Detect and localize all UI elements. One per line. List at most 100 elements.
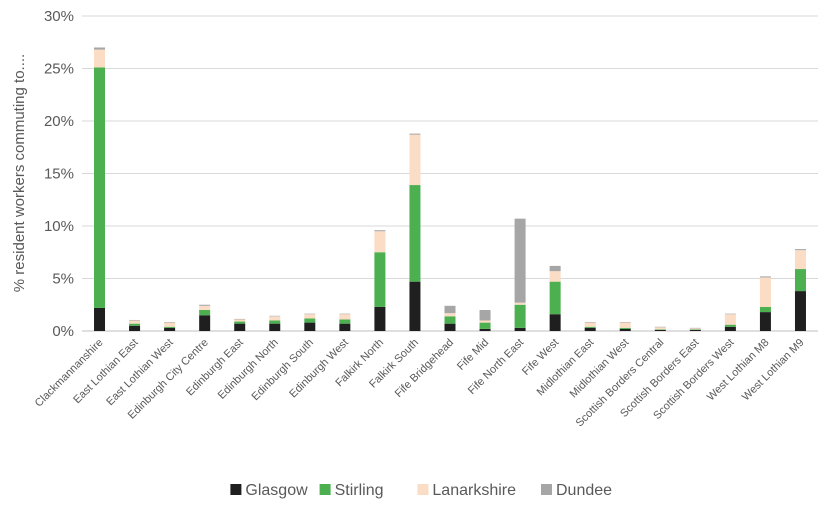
bar-segment-dundee [724, 313, 736, 315]
bar-segment-stirling [199, 310, 211, 316]
bar-segment-stirling [304, 318, 316, 323]
bar-segment-dundee [129, 319, 141, 321]
bar-segment-lanarkshire [654, 327, 666, 330]
bar-segment-dundee [234, 318, 246, 320]
x-category-label: East Lothian West [104, 337, 175, 408]
bar-segment-lanarkshire [689, 328, 701, 330]
bar-segment-lanarkshire [724, 314, 736, 325]
bar-segment-dundee [269, 315, 281, 317]
bar-segment-glasgow [304, 322, 316, 331]
legend-swatch [230, 484, 242, 495]
bar-segment-glasgow [619, 328, 631, 331]
bar-segment-dundee [549, 265, 561, 272]
bar-segment-glasgow [479, 328, 491, 331]
bar-segment-stirling [129, 323, 141, 326]
y-tick-label: 25% [44, 61, 74, 78]
bar-segment-stirling [689, 329, 701, 330]
bar-segment-stirling [584, 326, 596, 328]
gridlines [82, 15, 818, 332]
bar-segment-stirling [514, 304, 526, 328]
bar-segment-glasgow [794, 291, 806, 331]
bar-segment-lanarkshire [549, 271, 561, 282]
y-tick-label: 5% [52, 271, 74, 288]
bar-segment-lanarkshire [129, 320, 141, 324]
bar-segment-dundee [444, 305, 456, 314]
x-category-label: West Lothian M9 [740, 337, 807, 404]
bar-segment-glasgow [339, 323, 351, 331]
bars [94, 47, 806, 331]
bar-segment-dundee [409, 133, 421, 135]
y-tick-label: 15% [44, 166, 74, 183]
bar-segment-lanarkshire [199, 305, 211, 310]
x-category-label: West Lothian M8 [705, 337, 772, 404]
y-axis-ticks: 0% 5% 10% 15% 20% 25% 30% [44, 8, 74, 340]
bar-segment-glasgow [164, 327, 176, 331]
bar-segment-dundee [619, 322, 631, 323]
bar-segment-lanarkshire [374, 231, 386, 253]
bar-segment-lanarkshire [444, 313, 456, 317]
bar-segment-lanarkshire [794, 250, 806, 270]
y-tick-label: 0% [52, 323, 74, 340]
bar-segment-glasgow [444, 323, 456, 331]
bar-segment-glasgow [199, 315, 211, 331]
bar-segment-lanarkshire [409, 134, 421, 186]
bar-segment-lanarkshire [94, 49, 106, 68]
bar-segment-dundee [164, 322, 176, 323]
bar-segment-stirling [724, 324, 736, 327]
bar-segment-stirling [269, 320, 281, 324]
bar-segment-dundee [514, 218, 526, 303]
legend-label: Lanarkshire [432, 482, 516, 499]
bar-segment-dundee [759, 276, 771, 278]
bar-segment-glasgow [584, 327, 596, 331]
bar-segment-dundee [374, 230, 386, 232]
x-category-label: Edinburgh South [249, 337, 315, 403]
x-category-label: Edinburgh North [216, 337, 281, 402]
bar-segment-glasgow [514, 327, 526, 331]
bar-segment-stirling [339, 319, 351, 324]
bar-segment-dundee [479, 310, 491, 321]
bar-segment-glasgow [374, 306, 386, 331]
bar-segment-dundee [339, 313, 351, 315]
bar-segment-glasgow [129, 325, 141, 331]
legend-swatch [319, 484, 331, 495]
bar-segment-stirling [409, 185, 421, 282]
bar-segment-glasgow [269, 323, 281, 331]
legend-label: Stirling [335, 482, 384, 499]
bar-segment-lanarkshire [164, 322, 176, 327]
bar-segment-stirling [549, 281, 561, 315]
bar-segment-lanarkshire [269, 316, 281, 321]
bar-segment-dundee [584, 322, 596, 323]
bar-segment-lanarkshire [619, 322, 631, 328]
bar-segment-dundee [654, 326, 666, 328]
bar-segment-dundee [689, 327, 701, 329]
bar-segment-stirling [654, 329, 666, 330]
legend-label: Glasgow [245, 482, 308, 499]
bar-segment-stirling [794, 269, 806, 292]
bar-segment-glasgow [654, 329, 666, 331]
bar-segment-stirling [444, 316, 456, 324]
bar-segment-stirling [619, 327, 631, 329]
bar-segment-lanarkshire [339, 314, 351, 320]
bar-segment-lanarkshire [759, 277, 771, 307]
bar-segment-stirling [94, 67, 106, 308]
bar-segment-dundee [199, 304, 211, 306]
bar-segment-glasgow [549, 314, 561, 331]
bar-segment-lanarkshire [584, 322, 596, 327]
bar-segment-glasgow [234, 323, 246, 331]
bar-segment-glasgow [94, 307, 106, 331]
y-tick-label: 20% [44, 113, 74, 130]
bar-segment-stirling [479, 322, 491, 329]
y-tick-label: 10% [44, 218, 74, 235]
legend-swatch [417, 484, 429, 495]
y-tick-label: 30% [44, 8, 74, 25]
bar-segment-glasgow [759, 312, 771, 331]
bar-segment-lanarkshire [479, 320, 491, 323]
bar-segment-dundee [794, 249, 806, 251]
bar-segment-dundee [94, 47, 106, 50]
x-category-label: East Lothian East [71, 337, 140, 406]
bar-segment-glasgow [689, 329, 701, 331]
bar-segment-stirling [164, 326, 176, 328]
legend: Glasgow Stirling Lanarkshire Dundee [230, 482, 612, 499]
